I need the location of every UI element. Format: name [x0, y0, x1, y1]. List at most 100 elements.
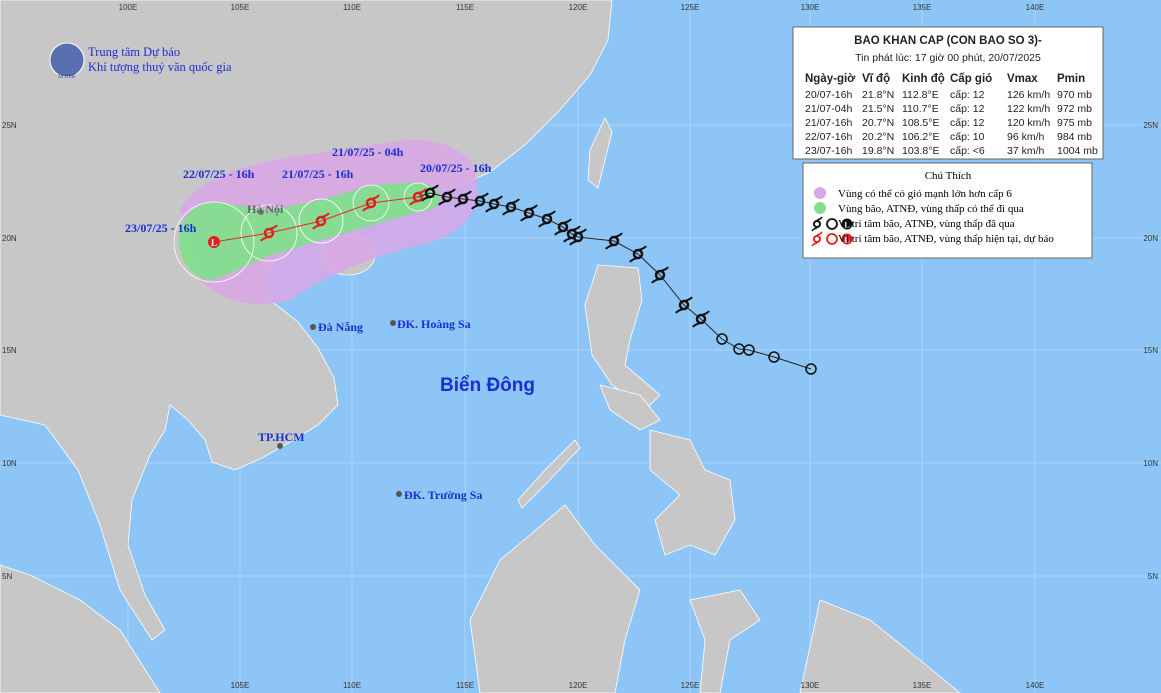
past-storm-marker: [605, 232, 623, 250]
past-storm-marker: [569, 228, 587, 246]
lon-label: 125E: [681, 681, 700, 690]
past-depression-marker: [805, 363, 817, 375]
lon-label: 105E: [231, 3, 250, 12]
place-dot: [310, 324, 316, 330]
lat-label: 25N: [2, 121, 17, 130]
forecast-storm-marker: [365, 197, 377, 209]
legend-swatch: [814, 202, 826, 214]
forecast-storm-marker: [362, 194, 380, 212]
table-cell: 120 km/h: [1007, 117, 1050, 129]
track-label: 23/07/25 - 16h: [125, 221, 197, 235]
past-storm-marker: [441, 191, 453, 203]
lon-label: 110E: [343, 681, 361, 690]
table-cell: 23/07-16h: [805, 145, 852, 157]
table-header: Vĩ độ: [862, 73, 890, 85]
lon-label: 130E: [801, 3, 820, 12]
table-cell: cấp: 12: [950, 103, 985, 115]
past-storm-marker: [502, 198, 520, 216]
past-storm-marker: [608, 235, 620, 247]
bulletin-title: BAO KHAN CAP (CON BAO SO 3)-: [854, 35, 1042, 47]
low-symbol: L: [211, 238, 217, 248]
forecast-storm-marker: [312, 212, 330, 230]
lon-label: 135E: [913, 3, 932, 12]
place-dot: [258, 209, 264, 215]
past-storm-marker: [424, 187, 436, 199]
lon-label: 135E: [913, 681, 932, 690]
legend-icon: [811, 231, 823, 247]
legend-icon: [841, 218, 853, 230]
table-cell: 21.8°N: [862, 89, 894, 101]
agency-name: Trung tâm Dự báo: [88, 45, 180, 59]
legend-icon: [841, 233, 853, 245]
legend-icon: [813, 235, 821, 243]
table-cell: 20/07-16h: [805, 89, 852, 101]
table-cell: 20.7°N: [862, 117, 894, 129]
legend-item: Vị trí tâm bão, ATNĐ, vùng thấp đã qua: [838, 218, 1015, 230]
forecast-storm-marker: [412, 191, 424, 203]
legend-icon: [811, 216, 823, 232]
past-storm-marker: [654, 269, 666, 281]
table-cell: 21/07-04h: [805, 103, 852, 115]
past-depression-marker: [743, 344, 755, 356]
table-header: Vmax: [1007, 73, 1038, 85]
legend-title: Chú Thích: [925, 170, 972, 182]
track-label: 21/07/25 - 16h: [282, 167, 354, 181]
table-cell: 970 mb: [1057, 89, 1092, 101]
lon-label: 120E: [569, 681, 588, 690]
lon-label: 130E: [801, 681, 820, 690]
lat-label: 5N: [1148, 572, 1158, 581]
legend-item: Vùng bão, ATNĐ, vùng thấp có thể đi qua: [838, 203, 1024, 215]
past-storm-marker: [471, 192, 489, 210]
table-header: Ngày-giờ: [805, 73, 856, 85]
lon-label: 100E: [119, 3, 138, 12]
lat-label: 10N: [2, 459, 17, 468]
agency-name: Khí tượng thuỷ văn quốc gia: [88, 60, 232, 74]
table-cell: 972 mb: [1057, 103, 1092, 115]
table-cell: 103.8°E: [902, 145, 939, 157]
forecast-storm-marker: [409, 188, 427, 206]
place-name: Hà Nội: [247, 202, 284, 216]
legend-icon: [813, 220, 821, 228]
past-storm-marker: [538, 210, 556, 228]
bulletin-box: [792, 26, 1104, 160]
legend-icon: L: [844, 236, 849, 245]
table-cell: 21/07-16h: [805, 117, 852, 129]
table-cell: cấp: 10: [950, 131, 985, 143]
issued-time: Tin phát lúc: 17 giờ 00 phút, 20/07/2025: [855, 52, 1041, 64]
table-cell: 19.8°N: [862, 145, 894, 157]
table-cell: 37 km/h: [1007, 145, 1045, 157]
table-cell: 112.8°E: [902, 89, 939, 101]
legend-item: Vùng có thể có gió mạnh lớn hơn cấp 6: [838, 188, 1012, 200]
lon-label: 115E: [456, 681, 474, 690]
table-cell: 108.5°E: [902, 117, 939, 129]
table-header: Pmin: [1057, 73, 1085, 85]
table-header: Cấp gió: [950, 73, 992, 85]
lon-label: 120E: [569, 3, 588, 12]
forecast-track: [213, 196, 419, 243]
track-label: 22/07/25 - 16h: [183, 167, 255, 181]
place-name: ĐK. Hoàng Sa: [397, 317, 471, 331]
past-storm-marker: [629, 245, 647, 263]
table-cell: 20.2°N: [862, 131, 894, 143]
lon-label: 125E: [681, 3, 700, 12]
past-depression-marker: [716, 333, 728, 345]
track-label: 20/07/25 - 16h: [420, 161, 492, 175]
legend-icon: [826, 218, 838, 230]
past-storm-marker: [485, 195, 503, 213]
place-dot: [396, 491, 402, 497]
table-cell: 96 km/h: [1007, 131, 1045, 143]
table-cell: cấp: 12: [950, 89, 985, 101]
past-storm-marker: [488, 198, 500, 210]
past-storm-marker: [563, 225, 581, 243]
forecast-storm-marker: [315, 215, 327, 227]
past-depression-marker: [768, 351, 780, 363]
table-cell: 984 mb: [1057, 131, 1092, 143]
table-cell: 110.7°E: [902, 103, 939, 115]
past-storm-marker: [421, 184, 439, 202]
legend-item: Vị trí tâm bão, ATNĐ, vùng thấp hiện tại…: [838, 233, 1054, 245]
past-storm-marker: [675, 296, 693, 314]
past-storm-marker: [678, 299, 690, 311]
lon-label: 105E: [231, 681, 250, 690]
lat-label: 20N: [1143, 234, 1158, 243]
past-storm-marker: [651, 266, 669, 284]
